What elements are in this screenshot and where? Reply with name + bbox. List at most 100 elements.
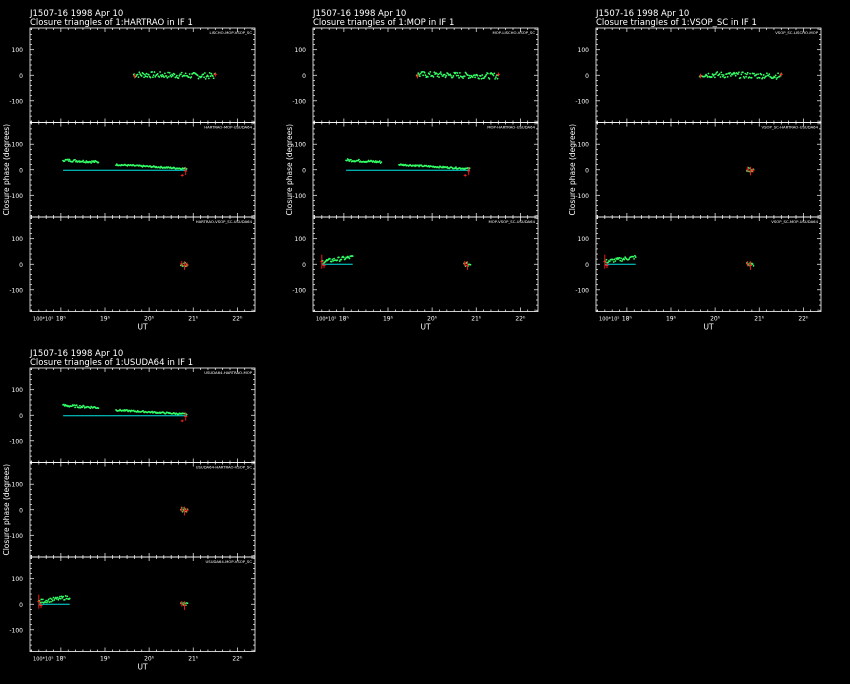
closure-phase-point	[142, 72, 145, 75]
closure-phase-point	[196, 74, 199, 77]
closure-phase-point	[170, 75, 173, 78]
closure-phase-point	[378, 160, 381, 162]
closure-phase-point	[711, 73, 714, 76]
closure-phase-point	[722, 74, 725, 76]
closure-phase-point	[153, 71, 156, 73]
closure-phase-point	[710, 76, 713, 79]
closure-phase-point	[479, 75, 482, 77]
closure-phase-point	[67, 160, 70, 162]
y-tick-label: 100	[12, 236, 24, 243]
closure-phase-point	[742, 75, 745, 78]
x-tick-label: 19ʰ	[100, 316, 111, 323]
y-tick-label: 0	[302, 262, 306, 269]
closure-phase-point	[44, 601, 47, 604]
x-tick-label: 20ʰ	[144, 316, 155, 323]
closure-phase-point	[456, 72, 459, 74]
closure-phase-point	[374, 161, 376, 164]
closure-phase-point	[151, 71, 153, 73]
closure-phase-point	[729, 71, 731, 74]
closure-phase-point	[147, 73, 150, 76]
closure-phase-point	[48, 601, 51, 603]
closure-phase-point	[445, 74, 448, 77]
y-tick-label: 0	[585, 262, 589, 269]
closure-phase-point	[374, 160, 377, 162]
closure-phase-point	[620, 260, 623, 262]
y-tick-label: -100	[9, 98, 23, 105]
y-tick-label: 100	[12, 482, 24, 489]
closure-phase-point	[705, 74, 708, 77]
closure-phase-point	[772, 76, 775, 79]
closure-phase-point	[57, 598, 60, 601]
y-axis-label: Closure phase (degrees)	[568, 124, 577, 216]
closure-phase-point	[471, 76, 474, 79]
x-tick-label: 21ʰ	[188, 316, 199, 323]
closure-phase-point	[773, 76, 776, 79]
closure-phase-point	[158, 76, 161, 78]
closure-phase-point	[737, 71, 740, 74]
closure-phase-point	[50, 600, 52, 603]
closure-phase-point	[607, 261, 609, 264]
closure-phase-point	[188, 73, 191, 75]
y-tick-label: -100	[292, 98, 306, 105]
panel-2: 100 0 -100 MOP-HARTRAO-USUDA64	[292, 122, 539, 218]
closure-phase-point	[348, 160, 351, 163]
x-tick-label: 21ʰ	[754, 316, 765, 323]
x-tick-label: 22ʰ	[798, 316, 809, 323]
closure-phase-point	[156, 72, 159, 75]
closure-phase-point	[159, 74, 162, 77]
closure-phase-point	[469, 76, 472, 79]
closure-phase-point	[467, 77, 470, 80]
closure-phase-point	[429, 70, 432, 73]
closure-phase-point	[350, 158, 352, 161]
closure-phase-point	[608, 260, 611, 263]
closure-phase-point	[138, 71, 141, 74]
closure-phase-point	[758, 76, 761, 79]
closure-phase-point	[345, 159, 348, 162]
closure-phase-point	[473, 74, 476, 77]
closure-phase-point	[421, 70, 424, 73]
closure-phase-point	[41, 601, 43, 604]
closure-phase-point	[457, 74, 460, 77]
closure-phase-point	[442, 75, 444, 77]
closure-phase-point	[481, 74, 484, 76]
y-tick-label: 0	[19, 73, 23, 80]
closure-phase-point	[751, 263, 754, 266]
chart-title-line1: J1507-16 1998 Apr 10	[29, 9, 123, 19]
closure-phase-point	[438, 76, 440, 79]
x-tick-label: 21ʰ	[471, 316, 482, 323]
y-tick-label: -100	[575, 287, 589, 294]
closure-phase-point	[737, 73, 739, 75]
closure-phase-point	[493, 72, 496, 75]
chart-title-line2: Closure triangles of 1:VSOP_SC in IF 1	[596, 18, 757, 28]
closure-phase-point	[40, 598, 43, 601]
closure-phase-point	[51, 599, 54, 602]
x-tick-label: 22ʰ	[232, 656, 243, 663]
x-tick-label: 21ʰ	[188, 656, 199, 663]
closure-phase-point	[633, 254, 636, 257]
closure-phase-point	[337, 256, 340, 259]
closure-phase-point	[46, 600, 49, 602]
closure-phase-point	[463, 75, 466, 78]
closure-phase-point	[74, 406, 77, 409]
closure-phase-point	[777, 72, 779, 75]
closure-phase-point	[207, 75, 209, 78]
y-axis-label: Closure phase (degrees)	[285, 124, 294, 216]
closure-phase-point	[67, 158, 69, 161]
closure-phase-point	[628, 257, 631, 260]
triangle-label: LISCHO-MOP-VSOP_SC	[210, 30, 253, 35]
closure-phase-point	[200, 75, 203, 78]
closure-phase-point	[749, 72, 751, 75]
closure-phase-point	[418, 73, 420, 76]
y-tick-label: -100	[292, 287, 306, 294]
closure-phase-point	[190, 76, 193, 78]
closure-phase-point	[330, 260, 333, 263]
chart-title-line1: J1507-16 1998 Apr 10	[312, 9, 406, 19]
closure-phase-point	[161, 73, 164, 76]
x-tick-label-first: 100*10⁵	[33, 657, 53, 663]
triangle-label: USUDA64-HARTRAO-MOP	[204, 370, 253, 375]
closure-phase-point	[767, 74, 770, 77]
closure-phase-point	[478, 77, 480, 80]
closure-phase-point	[734, 74, 737, 77]
closure-phase-point	[438, 72, 441, 75]
